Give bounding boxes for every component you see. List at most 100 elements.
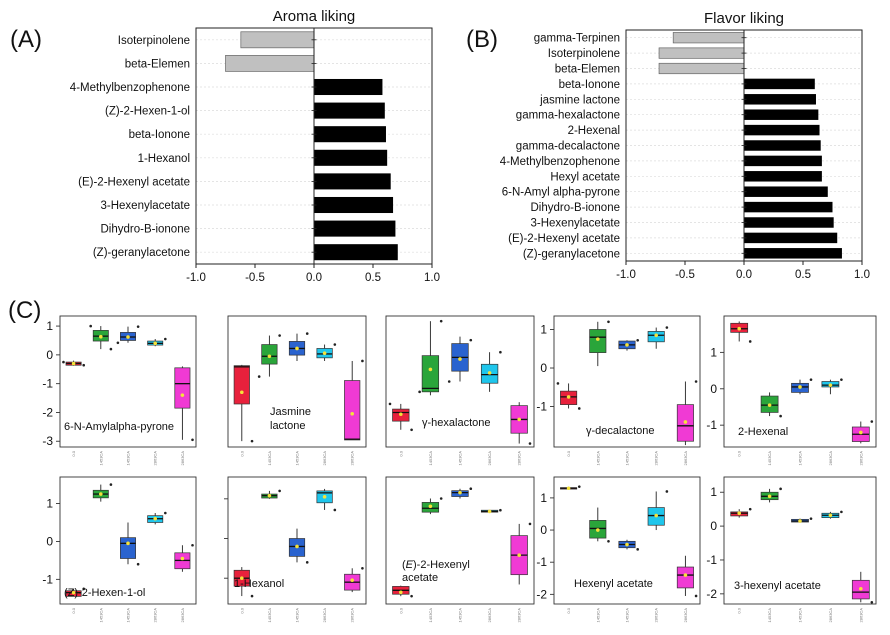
bar-3 bbox=[658, 62, 745, 75]
y-tick-label: 0 bbox=[540, 523, 547, 537]
outlier-point bbox=[410, 594, 413, 598]
flavor-liking-chart: Flavor liking gamma-Terpinen Isoterpinolen… bbox=[500, 10, 870, 281]
category-label: Dihydro-B-ionone bbox=[531, 202, 621, 214]
bar-11 bbox=[744, 186, 828, 197]
x-tick-label: 1.0 bbox=[854, 269, 870, 281]
mean-point bbox=[71, 361, 76, 366]
group-label: 2863CA bbox=[180, 608, 185, 623]
outlier-point bbox=[250, 594, 254, 598]
y-tick-label: 0 bbox=[710, 382, 717, 396]
outlier-point bbox=[779, 414, 782, 418]
boxplot-panel-1: 1 0 -1 -2 -3 0.0 1453CA 1453CA 2863CA 2863CA 6-N-A… bbox=[42, 315, 197, 466]
bar-3 bbox=[314, 78, 383, 96]
panel-frame bbox=[59, 476, 197, 605]
y-tick-label: 0 bbox=[710, 519, 717, 533]
bar-13 bbox=[744, 217, 834, 228]
compound-label: Hexenyl acetate bbox=[574, 578, 653, 590]
group-label: 1453CA bbox=[267, 451, 272, 466]
mean-point bbox=[322, 351, 327, 355]
mean-point bbox=[399, 412, 403, 417]
bar-7 bbox=[314, 173, 391, 190]
outlier-point bbox=[607, 540, 610, 543]
outlier-point bbox=[361, 359, 364, 363]
group-label: 0.0 bbox=[239, 450, 244, 456]
compound-label-part: E bbox=[406, 559, 414, 571]
x-tick-label: 0.5 bbox=[365, 272, 381, 284]
mean-point bbox=[71, 590, 76, 595]
group-label: 1453CA bbox=[126, 451, 131, 466]
bar-5 bbox=[314, 126, 386, 143]
y-tick-label: -1 bbox=[42, 572, 53, 586]
outlier-point bbox=[191, 438, 194, 442]
group-label: 0.0 bbox=[566, 450, 571, 456]
group-label: 0.0 bbox=[239, 607, 244, 613]
outlier-point bbox=[250, 439, 254, 443]
category-label: beta-Ionone bbox=[129, 129, 190, 141]
outlier-point bbox=[305, 332, 309, 335]
bar-10 bbox=[314, 244, 398, 261]
compound-label: γ-hexalactone bbox=[422, 417, 491, 429]
outlier-point bbox=[109, 483, 113, 486]
outlier-point bbox=[840, 378, 843, 381]
y-tick-label: -1 bbox=[536, 400, 547, 414]
x-tick-label: -1.0 bbox=[616, 269, 636, 281]
y-tick-label: 0 bbox=[46, 534, 53, 548]
group-label: 2863CA bbox=[828, 451, 833, 466]
box-5 bbox=[676, 566, 694, 589]
group-label: 2863CA bbox=[828, 608, 833, 623]
mean-point bbox=[487, 509, 492, 514]
bar-5 bbox=[744, 94, 816, 105]
mean-point bbox=[428, 504, 433, 509]
mean-point bbox=[798, 385, 802, 389]
boxplot-panel-9: 1 0 -1 -2 0.0 1453CA 1453CA 2863CA 2863CA Hexenyl… bbox=[536, 476, 701, 622]
group-label: 2863CA bbox=[180, 451, 185, 466]
bar-8 bbox=[744, 140, 821, 151]
outlier-point bbox=[164, 337, 167, 341]
category-label: (Z)-geranylacetone bbox=[93, 247, 190, 259]
bar-4 bbox=[744, 78, 815, 90]
bar-15 bbox=[744, 248, 842, 259]
mean-point bbox=[350, 411, 355, 416]
outlier-point bbox=[694, 380, 698, 383]
outlier-point bbox=[528, 522, 532, 526]
category-label: gamma-hexalactone bbox=[516, 110, 620, 122]
group-label: 1453CA bbox=[126, 608, 131, 623]
group-label: 1453CA bbox=[767, 608, 772, 623]
group-label: 1453CA bbox=[98, 608, 103, 623]
outlier-point bbox=[191, 543, 194, 547]
aroma-liking-chart: Aroma liking Isoterpinolene beta-Elemen 4-M… bbox=[70, 8, 440, 284]
group-label: 2863CA bbox=[487, 451, 492, 466]
panel-letter-c: (C) bbox=[8, 297, 41, 324]
outlier-point bbox=[136, 325, 140, 328]
boxplot-panel-7: 0.0 1453CA 1453CA 2863CA 2863CA 1-Hexanol bbox=[224, 476, 367, 622]
outlier-point bbox=[665, 326, 669, 329]
outlier-point bbox=[278, 334, 281, 337]
group-label: 1453CA bbox=[98, 451, 103, 466]
x-tick-label: -0.5 bbox=[245, 272, 265, 284]
bar-14 bbox=[744, 232, 838, 244]
chart-title: Aroma liking bbox=[273, 8, 356, 25]
outlier-point bbox=[779, 487, 782, 491]
outlier-point bbox=[257, 375, 261, 378]
x-tick-label: 0.0 bbox=[306, 272, 322, 284]
group-label: 2863CA bbox=[517, 451, 522, 466]
boxplot-panel-8: 0.0 1453CA 1453CA 2863CA 2863CA (E)-2-Hexenyl… bbox=[385, 476, 535, 623]
outlier-point bbox=[278, 489, 281, 493]
mean-point bbox=[153, 516, 157, 521]
group-label: 2863CA bbox=[858, 451, 863, 466]
mean-point bbox=[295, 544, 299, 549]
outlier-point bbox=[469, 338, 473, 342]
mean-point bbox=[859, 586, 863, 591]
mean-point bbox=[458, 490, 462, 495]
category-label: (E)-2-Hexenyl acetate bbox=[78, 176, 190, 188]
group-label: 1453CA bbox=[595, 451, 600, 466]
outlier-point bbox=[577, 485, 581, 488]
group-label: 0.0 bbox=[566, 607, 571, 613]
box-2 bbox=[421, 355, 440, 393]
box-5 bbox=[344, 380, 361, 441]
mean-point bbox=[625, 343, 629, 347]
outlier-point bbox=[499, 508, 502, 512]
x-tick-label: -1.0 bbox=[186, 272, 206, 284]
group-label: 1453CA bbox=[428, 608, 433, 623]
mean-point bbox=[767, 494, 772, 499]
